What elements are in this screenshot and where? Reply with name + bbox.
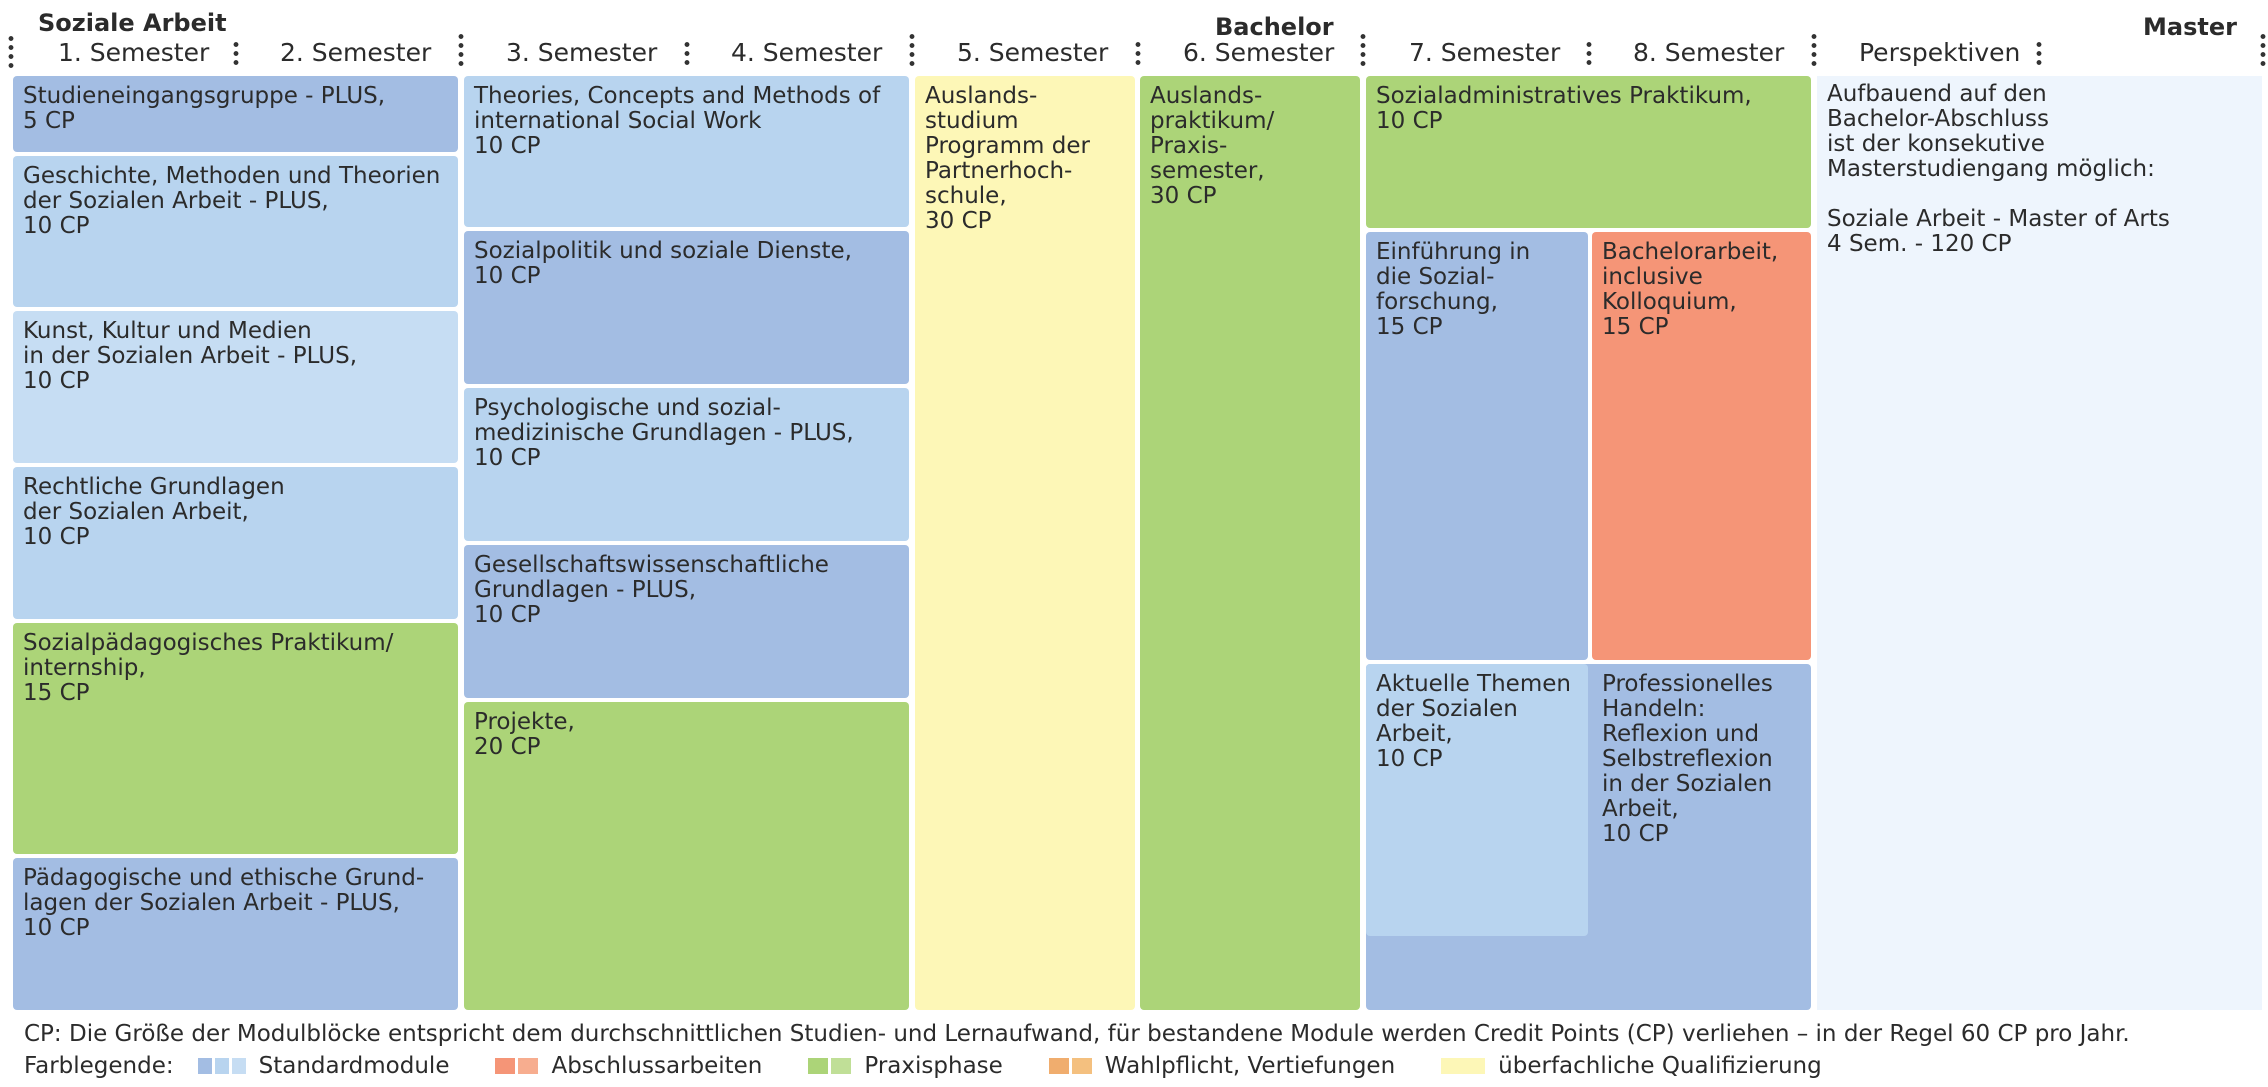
module-paedagogische-ethische-grundlagen: Pädagogische und ethische Grund- lagen d… <box>13 858 458 1010</box>
legend-label: Abschlussarbeiten <box>551 1053 763 1079</box>
semester-7-label: 7. Semester <box>1409 38 1561 67</box>
separator-dots <box>1360 32 1366 66</box>
legend-item-ueberfachlich: überfachliche Qualifizierung <box>1441 1052 1822 1080</box>
legend-swatch <box>197 1058 249 1074</box>
legend-item-wahlpflicht: Wahlpflicht, Vertiefungen <box>1048 1052 1396 1080</box>
legend-swatch <box>808 1058 854 1074</box>
module-sozialpolitik: Sozialpolitik und soziale Dienste, 10 CP <box>464 231 909 384</box>
legend-label: überfachliche Qualifizierung <box>1498 1053 1822 1079</box>
semester-6-label: 6. Semester <box>1183 38 1335 67</box>
module-professionelles-handeln: Professionelles Handeln: Reflexion und S… <box>1602 671 1773 847</box>
semester-5-label: 5. Semester <box>957 38 1109 67</box>
legend-label: Standardmodule <box>258 1053 450 1079</box>
legend-title: Farblegende: <box>24 1053 174 1079</box>
separator-dots <box>684 40 690 67</box>
legend-label: Praxisphase <box>864 1053 1003 1079</box>
module-psychologische-grundlagen: Psychologische und sozial- medizinische … <box>464 388 909 541</box>
separator-dots <box>909 32 915 66</box>
color-legend: Farblegende: Standardmodule Abschlussarb… <box>24 1052 1868 1080</box>
module-auslandspraktikum: Auslands- praktikum/ Praxis- semester, 3… <box>1140 76 1360 1010</box>
separator-dots <box>8 34 14 68</box>
semester-4-label: 4. Semester <box>731 38 883 67</box>
module-geschichte-methoden: Geschichte, Methoden und Theorien der So… <box>13 156 458 307</box>
separator-dots <box>1811 32 1817 66</box>
perspectives-label: Perspektiven <box>1859 38 2021 67</box>
module-aktuelle-themen: Aktuelle Themen der Sozialen Arbeit, 10 … <box>1366 664 1588 936</box>
semester-1-label: 1. Semester <box>58 38 210 67</box>
separator-dots <box>2260 32 2266 66</box>
module-bachelorarbeit: Bachelorarbeit, inclusive Kolloquium, 15… <box>1592 232 1811 660</box>
module-projekte: Projekte, 20 CP <box>464 702 909 1010</box>
module-gesellschaftswissenschaftliche-grundlagen: Gesellschaftswissenschaftliche Grundlage… <box>464 545 909 698</box>
module-sozialadministratives-praktikum: Sozialadministratives Praktikum, 10 CP <box>1366 76 1811 228</box>
master-label: Master <box>2143 13 2237 41</box>
separator-dots <box>2036 40 2042 67</box>
separator-dots <box>233 40 239 67</box>
module-sozialpaedagogisches-praktikum: Sozialpädagogisches Praktikum/ internshi… <box>13 623 458 854</box>
semester-3-label: 3. Semester <box>506 38 658 67</box>
semester-8-label: 8. Semester <box>1633 38 1785 67</box>
legend-label: Wahlpflicht, Vertiefungen <box>1104 1053 1396 1079</box>
footer-note: CP: Die Größe der Modulblöcke entspricht… <box>24 1021 2130 1047</box>
module-einfuehrung-sozialforschung: Einführung in die Sozial- forschung, 15 … <box>1366 232 1588 660</box>
legend-swatch <box>1441 1058 1488 1074</box>
separator-dots <box>458 32 464 66</box>
module-rechtliche-grundlagen: Rechtliche Grundlagen der Sozialen Arbei… <box>13 467 458 619</box>
module-studieneingangsgruppe: Studieneingangsgruppe - PLUS, 5 CP <box>13 76 458 152</box>
module-auslandsstudium: Auslands- studium Programm der Partnerho… <box>915 76 1135 1010</box>
legend-item-abschluss: Abschlussarbeiten <box>495 1052 762 1080</box>
legend-item-praxis: Praxisphase <box>808 1052 1003 1080</box>
legend-item-standard: Standardmodule <box>197 1052 450 1080</box>
legend-swatch <box>495 1058 541 1074</box>
module-theories-concepts: Theories, Concepts and Methods of intern… <box>464 76 909 227</box>
separator-dots <box>1586 40 1592 67</box>
module-kunst-kultur-medien: Kunst, Kultur und Medien in der Sozialen… <box>13 311 458 463</box>
perspectives-panel: Aufbauend auf den Bachelor-Abschluss ist… <box>1817 76 2262 1010</box>
bachelor-label: Bachelor <box>1215 13 1334 41</box>
semester-2-label: 2. Semester <box>280 38 432 67</box>
separator-dots <box>1135 40 1141 67</box>
legend-swatch <box>1048 1058 1095 1074</box>
program-title: Soziale Arbeit <box>38 9 227 37</box>
